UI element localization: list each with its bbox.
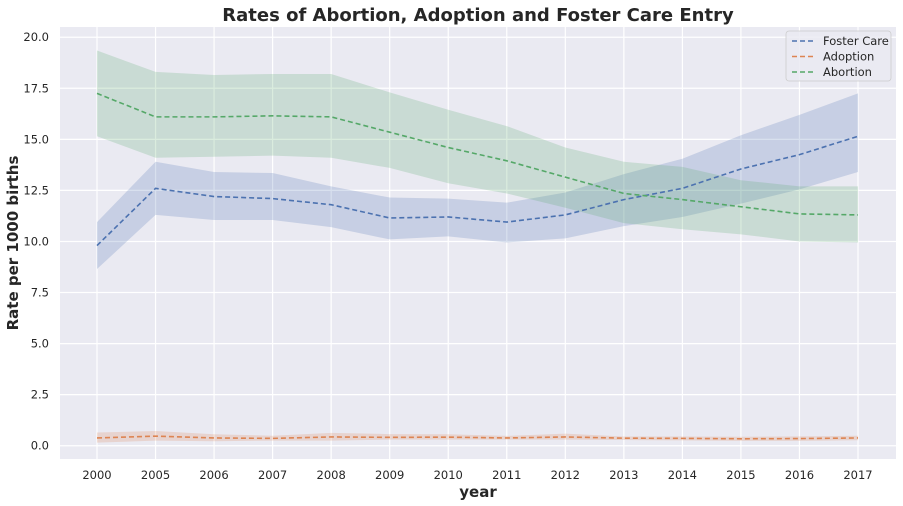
y-tick-label: 10.0 xyxy=(23,234,49,248)
foster-care-confidence-band xyxy=(97,93,858,270)
y-tick-label: 0.0 xyxy=(31,439,49,453)
x-tick-label: 2009 xyxy=(375,468,404,482)
y-axis-label: Rate per 1000 births xyxy=(4,156,22,331)
adoption-line xyxy=(96,435,859,440)
y-tick-label: 15.0 xyxy=(23,132,49,146)
x-tick-label: 2017 xyxy=(843,468,872,482)
chart-title: Rates of Abortion, Adoption and Foster C… xyxy=(222,5,734,26)
x-tick-label: 2015 xyxy=(726,468,755,482)
x-tick-label: 2011 xyxy=(492,468,521,482)
x-tick-label: 2005 xyxy=(141,468,170,482)
x-tick-label: 2016 xyxy=(785,468,814,482)
x-tick-label: 2008 xyxy=(317,468,346,482)
x-tick-label: 2014 xyxy=(668,468,697,482)
y-tick-label: 20.0 xyxy=(23,30,49,44)
x-tick-labels: 2000 2005 2006 2007 2008 2009 2010 2011 2012 2013… xyxy=(82,468,872,482)
x-tick-label: 2010 xyxy=(434,468,463,482)
y-gridlines xyxy=(60,36,896,447)
series-lines xyxy=(96,92,859,440)
x-gridlines xyxy=(96,27,859,459)
legend-label-adoption: Adoption xyxy=(823,50,874,64)
legend-label-foster-care: Foster Care xyxy=(823,34,889,48)
legend-box xyxy=(785,30,892,82)
x-tick-label: 2013 xyxy=(609,468,638,482)
y-tick-label: 17.5 xyxy=(23,81,49,95)
y-tick-labels: 0.0 2.5 5.0 7.5 10.0 12.5 15.0 17.5 20.0 xyxy=(23,30,49,453)
legend-label-abortion: Abortion xyxy=(823,65,872,79)
x-tick-label: 2006 xyxy=(199,468,228,482)
x-axis-label: year xyxy=(459,483,497,501)
x-tick-label: 2012 xyxy=(551,468,580,482)
plot-background xyxy=(60,27,896,459)
abortion-confidence-band xyxy=(97,50,858,243)
x-tick-label: 2007 xyxy=(258,468,287,482)
foster-care-line xyxy=(96,135,859,247)
x-tick-label: 2000 xyxy=(82,468,111,482)
y-tick-label: 5.0 xyxy=(31,337,49,351)
y-tick-label: 12.5 xyxy=(23,183,49,197)
abortion-line xyxy=(96,92,859,216)
y-tick-label: 2.5 xyxy=(31,388,49,402)
y-tick-label: 7.5 xyxy=(31,286,49,300)
